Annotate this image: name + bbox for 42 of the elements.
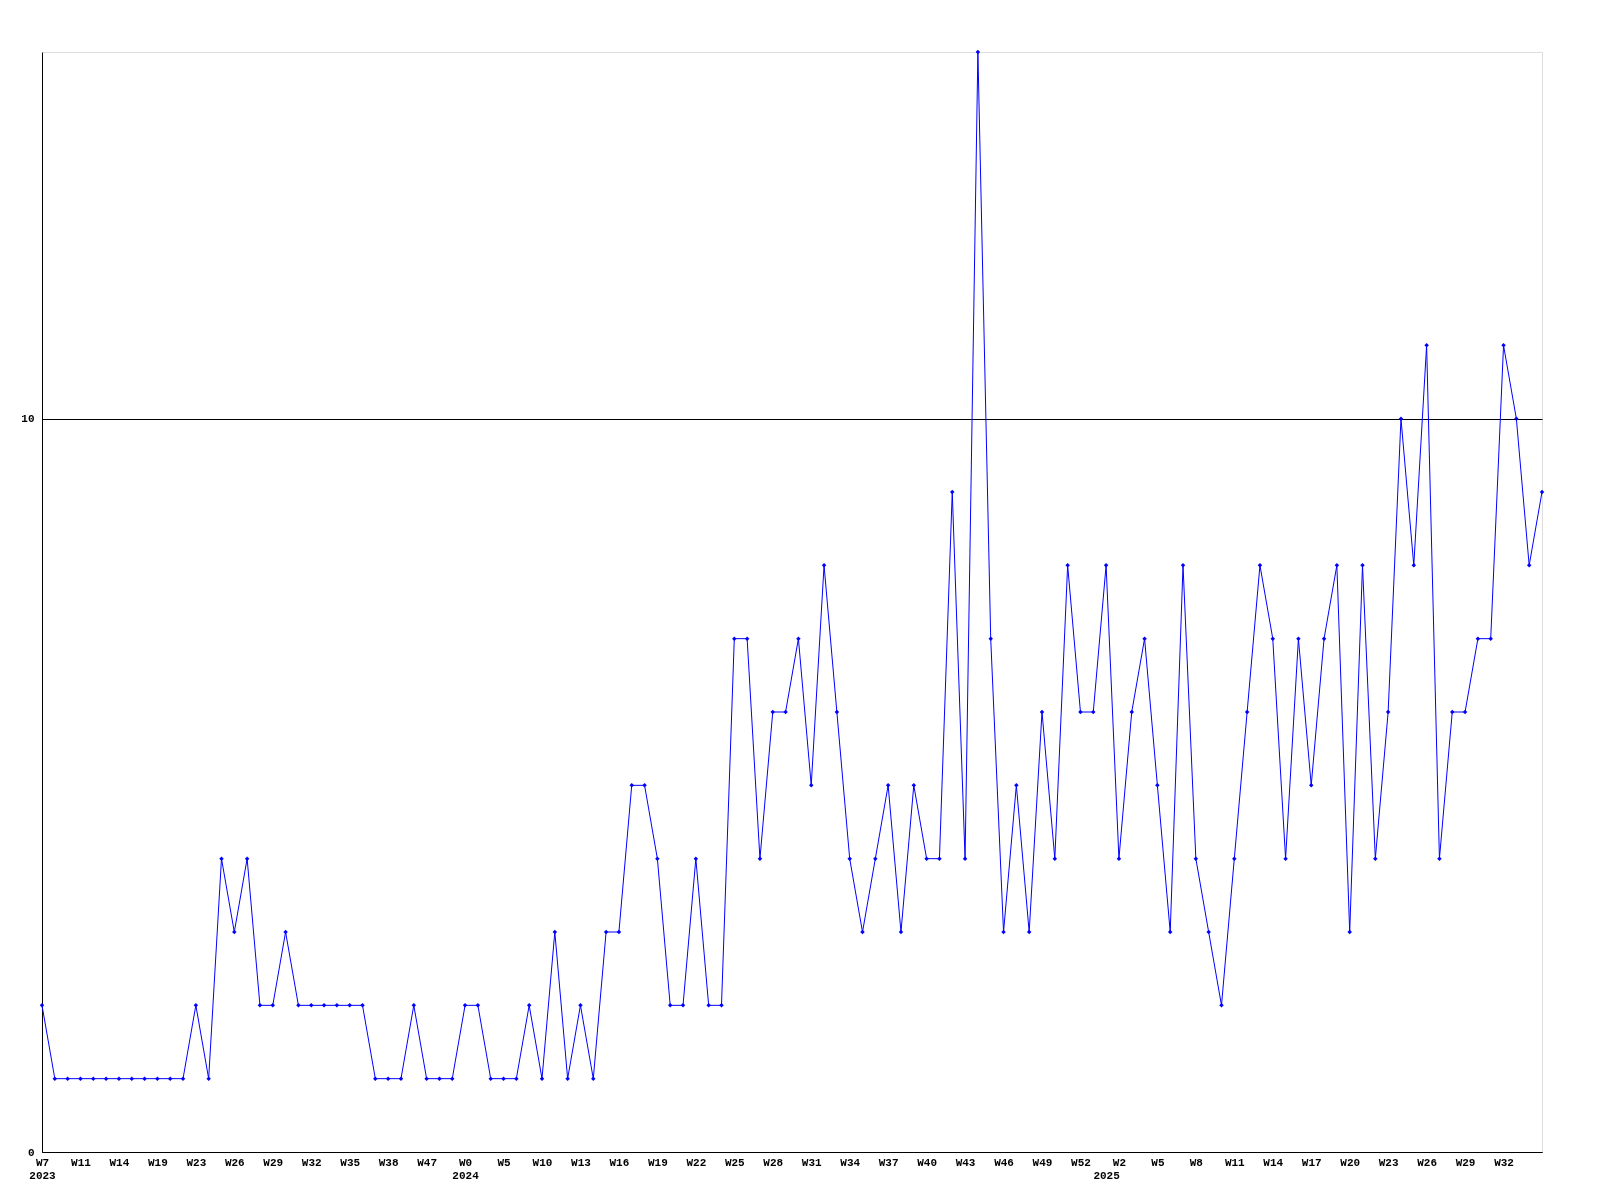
x-tick-label: W22 (686, 1156, 707, 1169)
x-tick-label: W0 2024 (452, 1156, 480, 1182)
x-tick-label: W8 (1189, 1156, 1204, 1169)
x-tick-label: W20 (1340, 1156, 1361, 1169)
x-tick-label: W26 (224, 1156, 245, 1169)
x-tick-label: W40 (917, 1156, 938, 1169)
x-tick-label: W17 (1301, 1156, 1322, 1169)
x-tick-label: W5 (497, 1156, 512, 1169)
x-tick-label: W32 (1494, 1156, 1514, 1169)
x-tick-label: W31 (801, 1156, 823, 1169)
x-tick-label: W38 (378, 1156, 399, 1169)
x-tick-label: W25 (724, 1156, 746, 1169)
x-tick-label: W37 (878, 1156, 899, 1169)
x-tick-label: W5 (1151, 1156, 1165, 1169)
x-tick-label: W32 (301, 1156, 322, 1169)
x-tick-label: W2 (1112, 1156, 1127, 1169)
y-tick-label: 10 (21, 413, 35, 426)
x-tick-label: W11 (1224, 1156, 1246, 1169)
x-tick-label: W49 (1032, 1156, 1053, 1169)
x-tick-label: W23 (186, 1156, 207, 1169)
x-tick-label: W29 (263, 1156, 284, 1169)
x-tick-label: W14 (1263, 1156, 1284, 1169)
x-tick-label: W16 (609, 1156, 630, 1169)
y-tick-label: 0 (27, 1146, 35, 1159)
x-tick-label: W13 (571, 1156, 592, 1169)
x-tick-label: W47 (417, 1156, 438, 1169)
x-tick-label: W23 (1378, 1156, 1399, 1169)
x-tick-label: W46 (994, 1156, 1014, 1169)
x-tick-label: W19 (147, 1156, 168, 1169)
x-tick-label: W7 2023 (29, 1156, 57, 1182)
x-tick-label: W28 (763, 1156, 784, 1169)
x-tick-label: 2025 (1093, 1169, 1121, 1182)
x-tick-label: W11 (71, 1156, 92, 1169)
x-tick-label: W34 (840, 1156, 861, 1169)
x-tick-label: W14 (109, 1156, 130, 1169)
x-tick-label: W29 (1455, 1156, 1476, 1169)
x-tick-label: W10 (532, 1156, 553, 1169)
x-tick-label: W35 (340, 1156, 361, 1169)
x-tick-label: W43 (955, 1156, 976, 1169)
x-tick-label: W19 (647, 1156, 668, 1169)
x-tick-label: W26 (1417, 1156, 1438, 1169)
x-tick-label: W52 (1071, 1156, 1091, 1169)
